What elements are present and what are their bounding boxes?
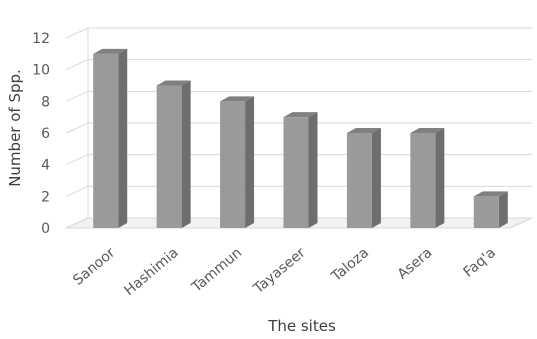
x-tick-label: Asera xyxy=(395,245,436,283)
bar-front xyxy=(220,101,246,228)
x-tick-label: Tayaseer xyxy=(250,245,309,298)
x-axis-ticks: Sanoor Hashimia Tammun Tayaseer Taloza Asera F… xyxy=(70,245,499,299)
bar xyxy=(283,112,318,228)
bar-top xyxy=(220,96,255,102)
bar-side xyxy=(118,48,128,229)
bars xyxy=(93,48,508,229)
y-tick-label: 6 xyxy=(41,126,50,142)
gridline xyxy=(65,90,532,102)
bar-top xyxy=(473,191,508,197)
bar xyxy=(156,80,191,228)
bar-top xyxy=(93,48,128,54)
y-tick-label: 12 xyxy=(32,31,50,47)
y-axis-ticks: 0 2 4 6 8 10 12 xyxy=(32,31,50,237)
bar-front xyxy=(283,117,309,228)
bar-side xyxy=(308,112,318,228)
bar-front xyxy=(410,133,436,228)
bar-side xyxy=(245,96,255,228)
gridline xyxy=(65,59,532,71)
y-tick-label: 2 xyxy=(41,189,50,205)
bar-front xyxy=(346,133,372,228)
bar-top xyxy=(156,80,191,86)
bar-top xyxy=(346,128,381,133)
bar xyxy=(220,96,255,228)
x-tick-label: Faq'a xyxy=(460,245,498,281)
x-tick-label: Tammun xyxy=(188,245,245,296)
bar-side xyxy=(435,128,445,228)
gridlines xyxy=(65,27,532,229)
x-tick-label: Sanoor xyxy=(70,245,118,289)
bar-front xyxy=(156,85,182,228)
bar xyxy=(410,128,445,228)
y-tick-label: 4 xyxy=(41,158,50,174)
y-axis-title: Number of Spp. xyxy=(6,69,24,187)
bar-top xyxy=(283,112,318,118)
bar xyxy=(346,128,381,228)
x-tick-label: Hashimia xyxy=(121,245,181,299)
bar-front xyxy=(93,53,119,229)
bar-front xyxy=(473,196,499,228)
bar xyxy=(93,48,128,229)
x-axis-title: The sites xyxy=(267,317,336,335)
bar xyxy=(473,191,508,228)
y-tick-label: 0 xyxy=(41,221,50,237)
bar-top xyxy=(410,128,445,133)
y-tick-label: 8 xyxy=(41,94,50,110)
y-tick-label: 10 xyxy=(32,63,50,79)
gridline xyxy=(65,27,532,39)
bar-side xyxy=(181,80,191,228)
x-tick-label: Taloza xyxy=(328,245,372,286)
bar-side xyxy=(371,128,381,228)
bar-side xyxy=(498,191,508,228)
